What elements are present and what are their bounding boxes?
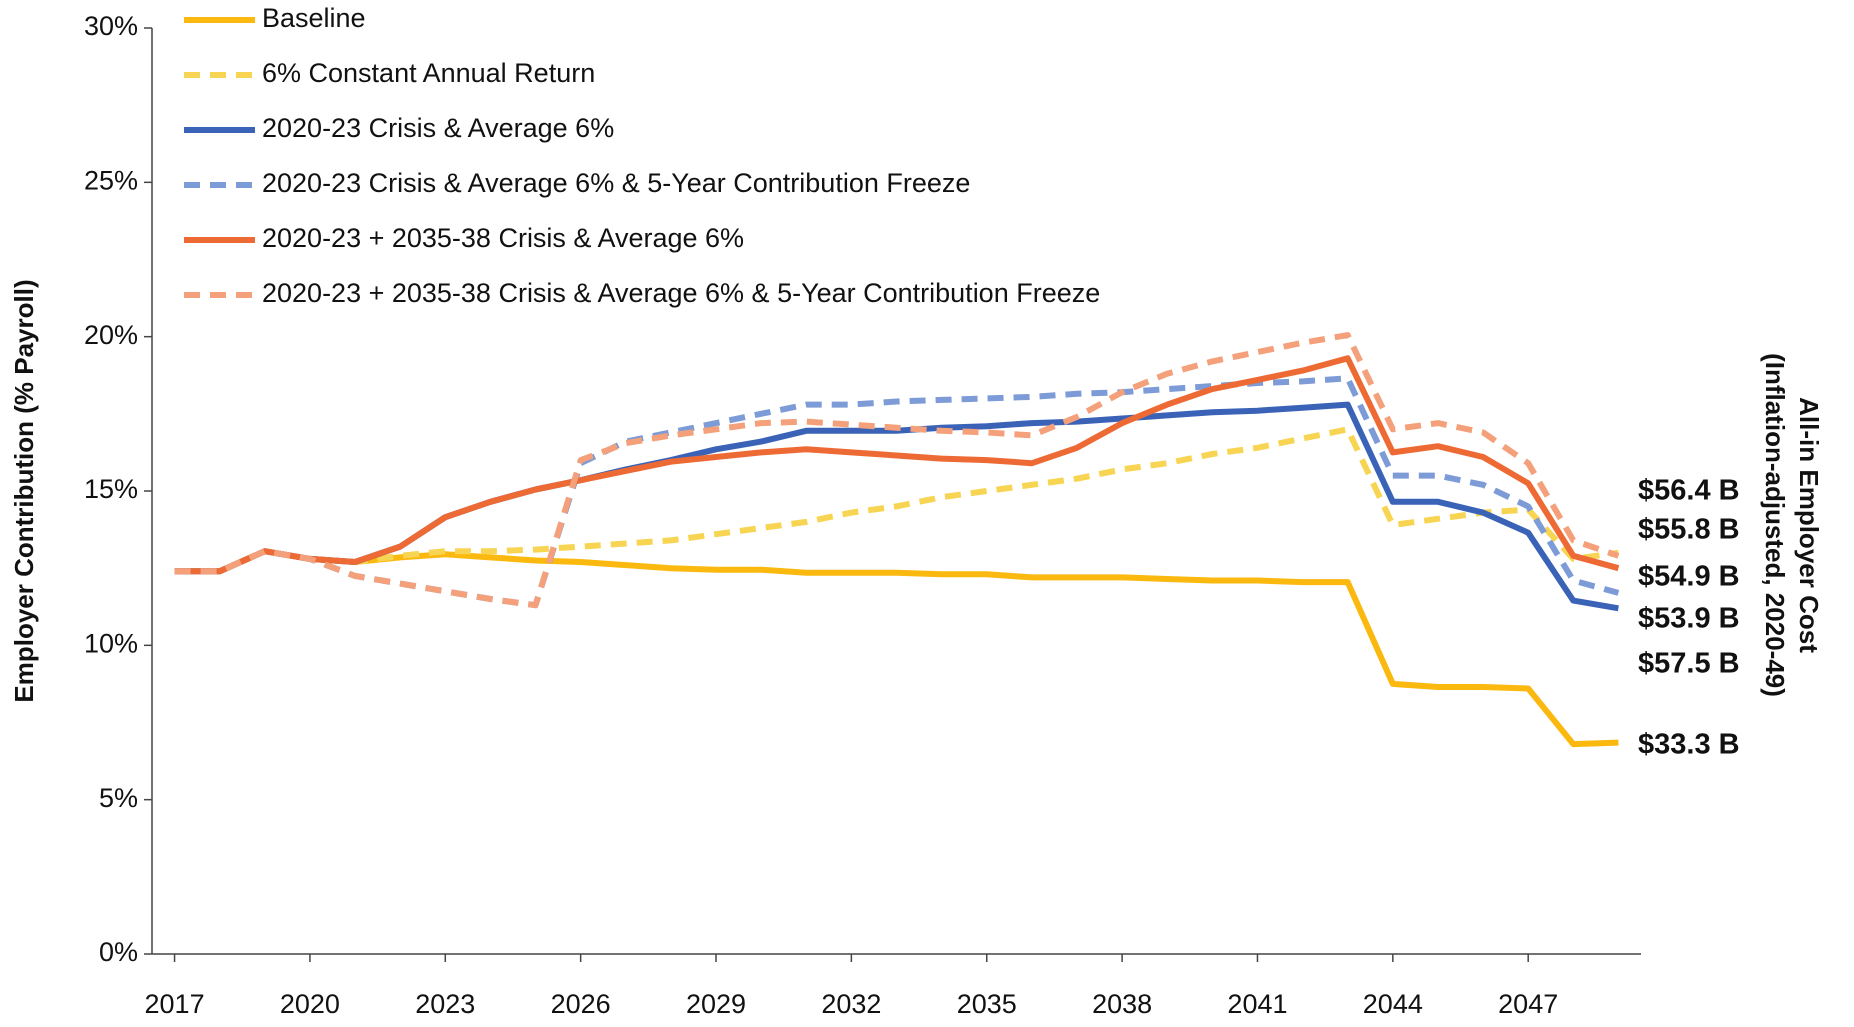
y2-axis-label: (Inflation-adjusted, 2020-49)	[1760, 353, 1790, 697]
legend-label: 2020-23 Crisis & Average 6% & 5-Year Con…	[262, 168, 970, 198]
y2-axis-label: All-in Employer Cost	[1794, 397, 1824, 653]
x-tick-label: 2044	[1363, 989, 1423, 1019]
x-tick-label: 2017	[145, 989, 205, 1019]
y-tick-label: 20%	[84, 320, 138, 350]
y-tick-label: 30%	[84, 11, 138, 41]
series-line	[174, 355, 1620, 575]
y-tick-label: 15%	[84, 474, 138, 504]
x-tick-label: 2041	[1227, 989, 1287, 1019]
legend-label: 2020-23 Crisis & Average 6%	[262, 113, 614, 143]
y-tick-label: 10%	[84, 628, 138, 658]
series-line	[174, 548, 1619, 748]
end-label: $56.4 B	[1638, 475, 1740, 507]
x-tick-label: 2047	[1498, 989, 1558, 1019]
series-line	[174, 332, 1620, 609]
legend-label: 2020-23 + 2035-38 Crisis & Average 6%	[262, 223, 744, 253]
y-tick-label: 0%	[99, 937, 138, 967]
legend-label: 2020-23 + 2035-38 Crisis & Average 6% & …	[262, 278, 1100, 308]
end-label: $33.3 B	[1638, 729, 1740, 761]
x-tick-label: 2023	[415, 989, 475, 1019]
series-line	[174, 426, 1619, 575]
x-tick-label: 2020	[280, 989, 340, 1019]
legend-label: 6% Constant Annual Return	[262, 58, 595, 88]
x-tick-label: 2035	[957, 989, 1017, 1019]
end-label: $55.8 B	[1638, 514, 1740, 546]
x-tick-label: 2032	[821, 989, 881, 1019]
legend-label: Baseline	[262, 3, 366, 33]
end-label: $53.9 B	[1638, 603, 1740, 635]
y-tick-label: 5%	[99, 783, 138, 813]
x-tick-label: 2026	[551, 989, 611, 1019]
x-tick-label: 2038	[1092, 989, 1152, 1019]
end-label: $57.5 B	[1638, 648, 1740, 680]
y-axis-label: Employer Contribution (% Payroll)	[9, 279, 39, 702]
end-label: $54.9 B	[1638, 561, 1740, 593]
x-tick-label: 2029	[686, 989, 746, 1019]
y-tick-label: 25%	[84, 165, 138, 195]
